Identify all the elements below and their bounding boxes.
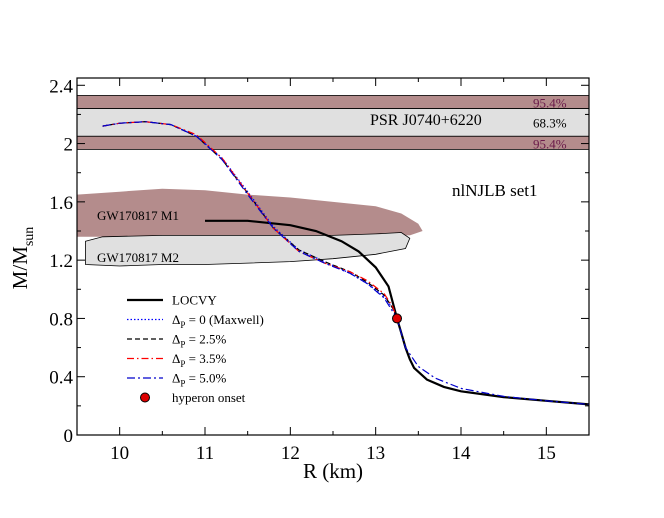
- hyperon-onset-marker: [392, 313, 402, 324]
- series-line-3: [102, 121, 398, 319]
- series-lines: [102, 121, 589, 406]
- tick-marks: [77, 78, 589, 436]
- gw-m2-label: GW170817 M2: [97, 250, 179, 265]
- set-label: nlNJLB set1: [452, 181, 537, 200]
- legend-label-marker: hyperon onset: [172, 390, 246, 405]
- x-tick-label: 14: [452, 443, 472, 464]
- legend-label-3: ΔP = 3.5%: [172, 351, 226, 369]
- y-axis-label-main: M/M: [8, 246, 32, 290]
- legend: LOCVY ΔP = 0 (Maxwell) ΔP = 2.5%ΔP = 3.5% Δ…: [127, 293, 264, 405]
- legend-label-2: ΔP = 2.5%: [172, 332, 226, 350]
- y-tick-label: 0.8: [49, 309, 73, 330]
- text-labels: PSR J0740+6220 nlNJLB set1 GW170817 M1 G…: [8, 76, 567, 483]
- y-tick-label: 2.4: [49, 76, 73, 97]
- gw-region-1: [77, 188, 423, 237]
- x-tick-label: 10: [110, 443, 129, 464]
- x-tick-label: 11: [196, 443, 214, 464]
- x-tick-label: 15: [537, 443, 556, 464]
- y-tick-label: 0.4: [49, 368, 73, 389]
- y-tick-label: 2: [64, 135, 74, 156]
- y-axis-label: M/Msun: [8, 227, 37, 290]
- psr-band-label-0: 95.4%: [533, 96, 567, 111]
- x-tick-label: 13: [366, 443, 385, 464]
- psr-band-2: [77, 135, 589, 150]
- psr-band-label-1: 68.3%: [533, 115, 567, 130]
- y-tick-label: 1.2: [49, 251, 73, 272]
- gw-region-2: [85, 232, 411, 267]
- marker-layer: [392, 313, 402, 324]
- legend-label-1: ΔP = 0 (Maxwell): [172, 312, 264, 330]
- x-tick-label: 12: [281, 443, 300, 464]
- y-tick-label: 0: [64, 426, 74, 447]
- x-axis-label: R (km): [303, 459, 363, 483]
- legend-marker: [140, 392, 150, 403]
- band-title: PSR J0740+6220: [370, 112, 482, 129]
- psr-band-0: [77, 95, 589, 110]
- series-line-4: [102, 121, 589, 405]
- svg-text:M/Msun: M/Msun: [8, 227, 37, 290]
- legend-label-4: ΔP = 5.0%: [172, 371, 226, 389]
- gw-m1-label: GW170817 M1: [97, 208, 179, 223]
- legend-label-0: LOCVY: [172, 293, 217, 308]
- y-tick-label: 1.6: [49, 193, 73, 214]
- psr-band-1: [77, 108, 589, 137]
- psr-band-label-2: 95.4%: [533, 136, 567, 151]
- psr-bands: [77, 95, 589, 150]
- y-axis-label-sub: sun: [22, 227, 37, 246]
- gw-regions: [77, 188, 423, 267]
